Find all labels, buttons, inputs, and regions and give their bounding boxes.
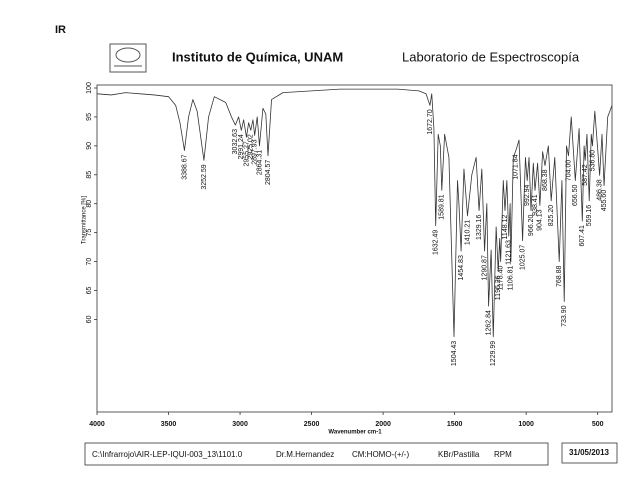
peak-label: 1106.81 [508, 265, 515, 290]
peak-label: 559.16 [586, 205, 593, 227]
chart-title: Laboratorio de Espectroscopía [402, 49, 580, 64]
x-tick-label: 3000 [232, 421, 248, 428]
y-tick-label: 80 [86, 200, 93, 208]
peak-label: 607.41 [579, 225, 586, 247]
peak-label: 768.88 [556, 265, 563, 287]
operator: Dr.M.Hernandez [276, 450, 334, 459]
peak-label: 455.60 [601, 190, 608, 212]
peak-label: 2804.57 [265, 160, 272, 185]
peak-label: 3252.59 [201, 164, 208, 189]
footer-box [84, 442, 549, 466]
y-tick-label: 95 [86, 113, 93, 121]
mode: CM:HOMO-(+/-) [352, 450, 409, 459]
x-tick-label: 1000 [518, 421, 534, 428]
date: 31/05/2013 [569, 448, 610, 457]
x-tick-label: 2500 [304, 421, 320, 428]
peak-label: 1195.26 [495, 275, 502, 300]
spectrum-type: IR [55, 24, 66, 36]
peak-label: 825.20 [548, 205, 555, 227]
file-path: C:\Infrarrojo\AIR-LEP-IQUI-003_13\1101.0 [92, 450, 243, 459]
peak-label: 2991.24 [238, 134, 245, 159]
peak-label: 1121.63 [506, 240, 513, 265]
peak-label: 486.38 [596, 179, 603, 201]
peak-label: 733.90 [561, 305, 568, 327]
x-tick-label: 2000 [375, 421, 391, 428]
y-axis-label: Transmittance [%] [82, 196, 88, 244]
peak-label: 3032.63 [232, 129, 239, 154]
peak-label: 1632.49 [433, 230, 440, 255]
spectrum-line [96, 88, 613, 338]
x-tick-label: 3500 [161, 421, 177, 428]
institution: Instituto de Química, UNAM [172, 49, 343, 64]
y-tick-label: 85 [86, 171, 93, 179]
peak-label: 1589.81 [439, 194, 446, 219]
peak-label: 1262.84 [485, 310, 492, 335]
peak-label: 938.41 [532, 194, 539, 216]
peak-label: 1071.84 [513, 154, 520, 179]
date-box [561, 442, 618, 464]
y-tick-label: 75 [86, 229, 93, 237]
y-tick-label: 65 [86, 287, 93, 295]
peak-label: 1410.21 [464, 220, 471, 245]
peak-label: 904.13 [537, 209, 544, 231]
peak-label: 1329.16 [476, 215, 483, 240]
peak-label: 704.00 [565, 160, 572, 182]
peak-label: 2925.02 [248, 134, 255, 159]
peak-label: 966.20 [528, 215, 535, 237]
peak-label: 1148.12 [502, 215, 509, 240]
peak-label: 587.42 [582, 164, 589, 186]
y-tick-label: 60 [86, 315, 93, 323]
peak-label: 1178.40 [497, 265, 504, 290]
sample: KBr/Pastilla [438, 450, 480, 459]
x-tick-label: 1500 [447, 421, 463, 428]
peak-label: 1504.43 [451, 341, 458, 366]
peak-label: 1454.83 [458, 255, 465, 280]
peak-label: 3388.67 [181, 154, 188, 179]
peak-label: 2955.27 [243, 141, 250, 166]
peak-label: 1290.87 [481, 255, 488, 280]
x-tick-label: 4000 [89, 421, 105, 428]
peak-label: 2897.93 [252, 139, 259, 164]
peak-label: 1672.70 [427, 109, 434, 134]
y-tick-label: 90 [86, 142, 93, 150]
peak-label: 1025.07 [519, 245, 526, 270]
x-axis-label: Wavenumber cm-1 [328, 430, 382, 436]
peak-label: 992.94 [524, 184, 531, 206]
peak-label: 536.80 [589, 150, 596, 172]
y-tick-label: 70 [86, 258, 93, 266]
x-tick-label: 500 [592, 421, 604, 428]
peak-label: 1229.99 [490, 341, 497, 366]
peak-label: 868.38 [542, 169, 549, 191]
y-tick-label: 100 [86, 82, 93, 94]
peak-label: 2864.31 [256, 150, 263, 175]
logo [109, 43, 147, 73]
requester: RPM [494, 450, 512, 459]
peak-label: 656.50 [572, 184, 579, 206]
plot-frame [96, 84, 613, 413]
